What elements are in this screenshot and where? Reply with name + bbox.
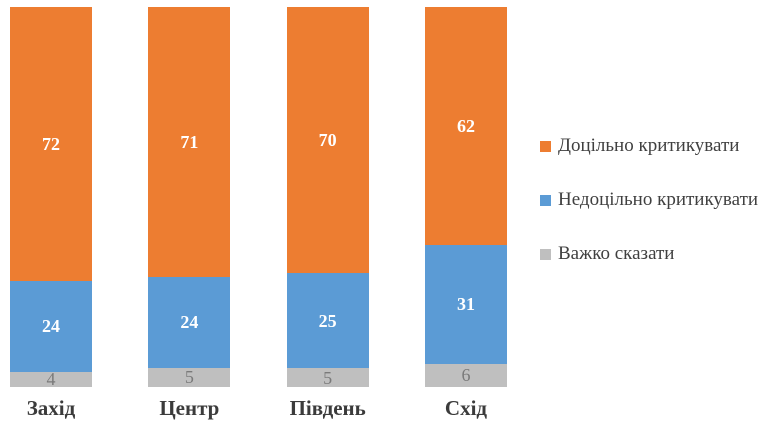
bar-segment-series-2: 25 (286, 273, 369, 368)
bar-segment-series-1: 71 (148, 7, 231, 277)
legend-label: Доцільно критикувати (558, 135, 740, 156)
bar-segment-series-3: 5 (286, 367, 369, 388)
data-label: 31 (456, 294, 475, 315)
legend-swatch-icon (540, 248, 551, 260)
plot-area: 72 24 4 Захід 71 24 5 Центр 70 25 5 Південь 62 31 6 Схі… (10, 7, 507, 421)
legend-item-series-3: Важко сказати (540, 243, 758, 264)
data-label: 4 (46, 369, 56, 390)
category-label: Схід (444, 396, 488, 420)
data-label: 24 (42, 316, 60, 337)
data-label: 25 (318, 310, 337, 331)
data-label: 24 (180, 312, 199, 333)
data-label: 71 (180, 131, 199, 152)
data-label: 72 (42, 133, 60, 154)
data-label: 62 (456, 115, 475, 136)
bar-segment-series-3: 5 (148, 367, 231, 388)
legend-label: Недоцільно критикувати (558, 189, 759, 210)
bar-group-skhid: 62 31 6 Схід (424, 7, 507, 421)
legend-label: Важко сказати (558, 243, 675, 264)
legend-swatch-icon (540, 194, 551, 206)
bar-stack: 70 25 5 (286, 7, 369, 388)
legend-item-series-1: Доцільно критикувати (540, 135, 758, 156)
bar-segment-series-2: 24 (10, 280, 92, 372)
category-label: Південь (289, 396, 366, 420)
bar-segment-series-2: 24 (148, 276, 231, 368)
bar-group-tsentr: 71 24 5 Центр (148, 7, 231, 421)
legend-item-series-2: Недоцільно критикувати (540, 189, 759, 210)
legend: Доцільно критикувати Недоцільно критикува… (540, 135, 759, 298)
bar-stack: 72 24 4 (10, 7, 92, 390)
bar-segment-series-1: 70 (286, 7, 369, 273)
bar-segment-series-1: 62 (424, 7, 507, 245)
category-label: Захід (26, 396, 76, 420)
bar-stack: 62 31 6 (424, 7, 507, 387)
data-label: 5 (323, 367, 333, 388)
bar-segment-series-1: 72 (10, 7, 92, 281)
bar-group-zakhid: 72 24 4 Захід (10, 7, 92, 421)
bar-segment-series-3: 4 (10, 369, 92, 390)
bar-segment-series-3: 6 (424, 363, 507, 387)
data-label: 5 (184, 367, 194, 388)
bar-segment-series-2: 31 (424, 244, 507, 364)
legend-swatch-icon (540, 140, 551, 152)
bar-stack: 71 24 5 (148, 7, 231, 388)
data-label: 70 (318, 130, 337, 150)
bar-group-pivden: 70 25 5 Південь (286, 7, 369, 421)
data-label: 6 (461, 365, 471, 386)
category-label: Центр (159, 396, 220, 420)
